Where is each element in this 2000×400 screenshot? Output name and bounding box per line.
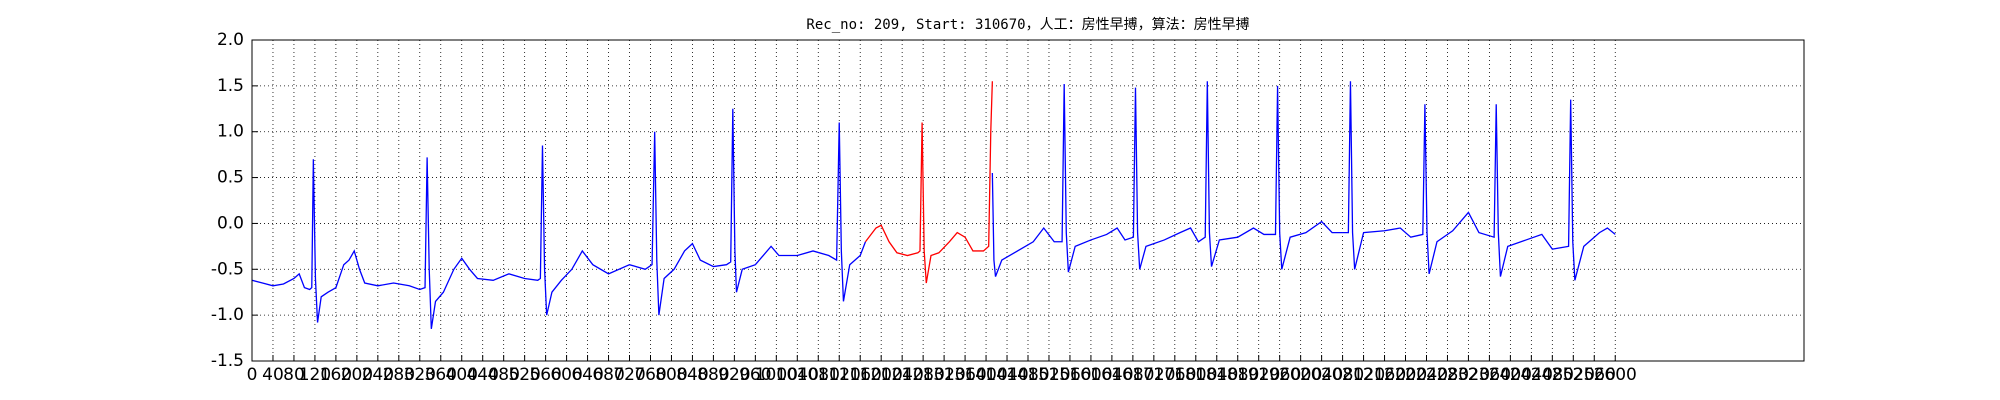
grid [251, 39, 1804, 362]
x-tick-label: 2600 [1594, 365, 1637, 385]
x-tick-label: 560 [529, 365, 561, 385]
x-tick-label: 480 [487, 365, 519, 385]
x-tick-label: 1760 [1153, 365, 1196, 385]
x-tick-label: 0 [247, 365, 258, 385]
x-tick-label: 800 [655, 365, 687, 385]
y-tick-label: 0.0 [217, 213, 244, 233]
x-tick-label: 1000 [755, 365, 798, 385]
x-tick-label: 1680 [1111, 365, 1154, 385]
x-tick-label: 1840 [1195, 365, 1238, 385]
x-tick-label: 2000 [1279, 365, 1322, 385]
y-tick-label: 2.0 [217, 30, 244, 50]
x-tick-label: 80 [283, 365, 305, 385]
x-tick-label: 2080 [1321, 365, 1364, 385]
chart-title: Rec_no: 209, Start: 310670，人工：房性早搏，算法：房性… [806, 16, 1249, 33]
x-tick-label: 2520 [1552, 365, 1595, 385]
x-tick-label: 1880 [1216, 365, 1259, 385]
x-tick-label: 2320 [1447, 365, 1490, 385]
x-tick-label: 1960 [1258, 365, 1301, 385]
x-tick-label: 720 [613, 365, 645, 385]
x-tick-label: 600 [550, 365, 582, 385]
x-tick-label: 1480 [1006, 365, 1049, 385]
x-tick-label: 1160 [839, 365, 882, 385]
x-tick-label: 2560 [1573, 365, 1616, 385]
x-tick-label: 1040 [776, 365, 819, 385]
y-tick-label: 0.5 [217, 168, 244, 188]
x-tick-label: 760 [634, 365, 666, 385]
x-tick-label: 680 [592, 365, 624, 385]
x-tick-label: 440 [466, 365, 498, 385]
x-tick-label: 640 [571, 365, 603, 385]
x-tick-label: 1720 [1132, 365, 1175, 385]
x-tick-label: 400 [446, 365, 478, 385]
x-tick-label: 2360 [1468, 365, 1511, 385]
x-tick-label: 1080 [797, 365, 840, 385]
x-tick-label: 880 [697, 365, 729, 385]
x-tick-label: 1560 [1048, 365, 1091, 385]
x-tick-label: 1320 [922, 365, 965, 385]
x-tick-label: 320 [404, 365, 436, 385]
x-tick-label: 1640 [1090, 365, 1133, 385]
y-tick-label: -1.0 [211, 305, 244, 325]
x-tick-label: 1280 [902, 365, 945, 385]
plot [251, 81, 1616, 329]
x-tick-label: 1800 [1174, 365, 1217, 385]
x-tick-label: 2280 [1426, 365, 1469, 385]
x-tick-label: 840 [676, 365, 708, 385]
y-tick-label: -1.5 [211, 351, 244, 371]
x-tick-label: 1440 [985, 365, 1028, 385]
y-tick-label: 1.5 [217, 76, 244, 96]
x-tick-label: 1520 [1027, 365, 1070, 385]
ecg-line [864, 81, 993, 284]
x-tick-label: 2400 [1489, 365, 1532, 385]
x-tick-label: 200 [341, 365, 373, 385]
x-tick-label: 2040 [1300, 365, 1343, 385]
x-tick-label: 920 [718, 365, 750, 385]
x-tick-label: 280 [383, 365, 415, 385]
x-tick-label: 960 [739, 365, 771, 385]
y-tick-label: 1.0 [217, 122, 244, 142]
x-tick-label: 1240 [881, 365, 924, 385]
ecg-line [251, 108, 867, 329]
x-tick-label: 240 [362, 365, 394, 385]
x-tick-label: 2200 [1384, 365, 1427, 385]
x-tick-label: 1360 [943, 365, 986, 385]
y-tick-label: -0.5 [211, 259, 244, 279]
x-tick-label: 160 [320, 365, 352, 385]
x-tick-label: 1200 [860, 365, 903, 385]
x-tick-label: 2480 [1531, 365, 1574, 385]
x-tick-label: 2440 [1510, 365, 1553, 385]
plot-frame [251, 39, 1805, 362]
x-tick-label: 1920 [1237, 365, 1280, 385]
x-tick-label: 2120 [1342, 365, 1385, 385]
x-tick-label: 1120 [818, 365, 861, 385]
x-tick-label: 120 [299, 365, 331, 385]
x-tick-label: 1400 [964, 365, 1007, 385]
ecg-line [991, 81, 1616, 281]
x-tick-label: 40 [262, 365, 284, 385]
x-tick-label: 1600 [1069, 365, 1112, 385]
x-tick-label: 520 [508, 365, 540, 385]
x-tick-label: 360 [425, 365, 457, 385]
x-tick-label: 2240 [1405, 365, 1448, 385]
x-tick-label: 2160 [1363, 365, 1406, 385]
